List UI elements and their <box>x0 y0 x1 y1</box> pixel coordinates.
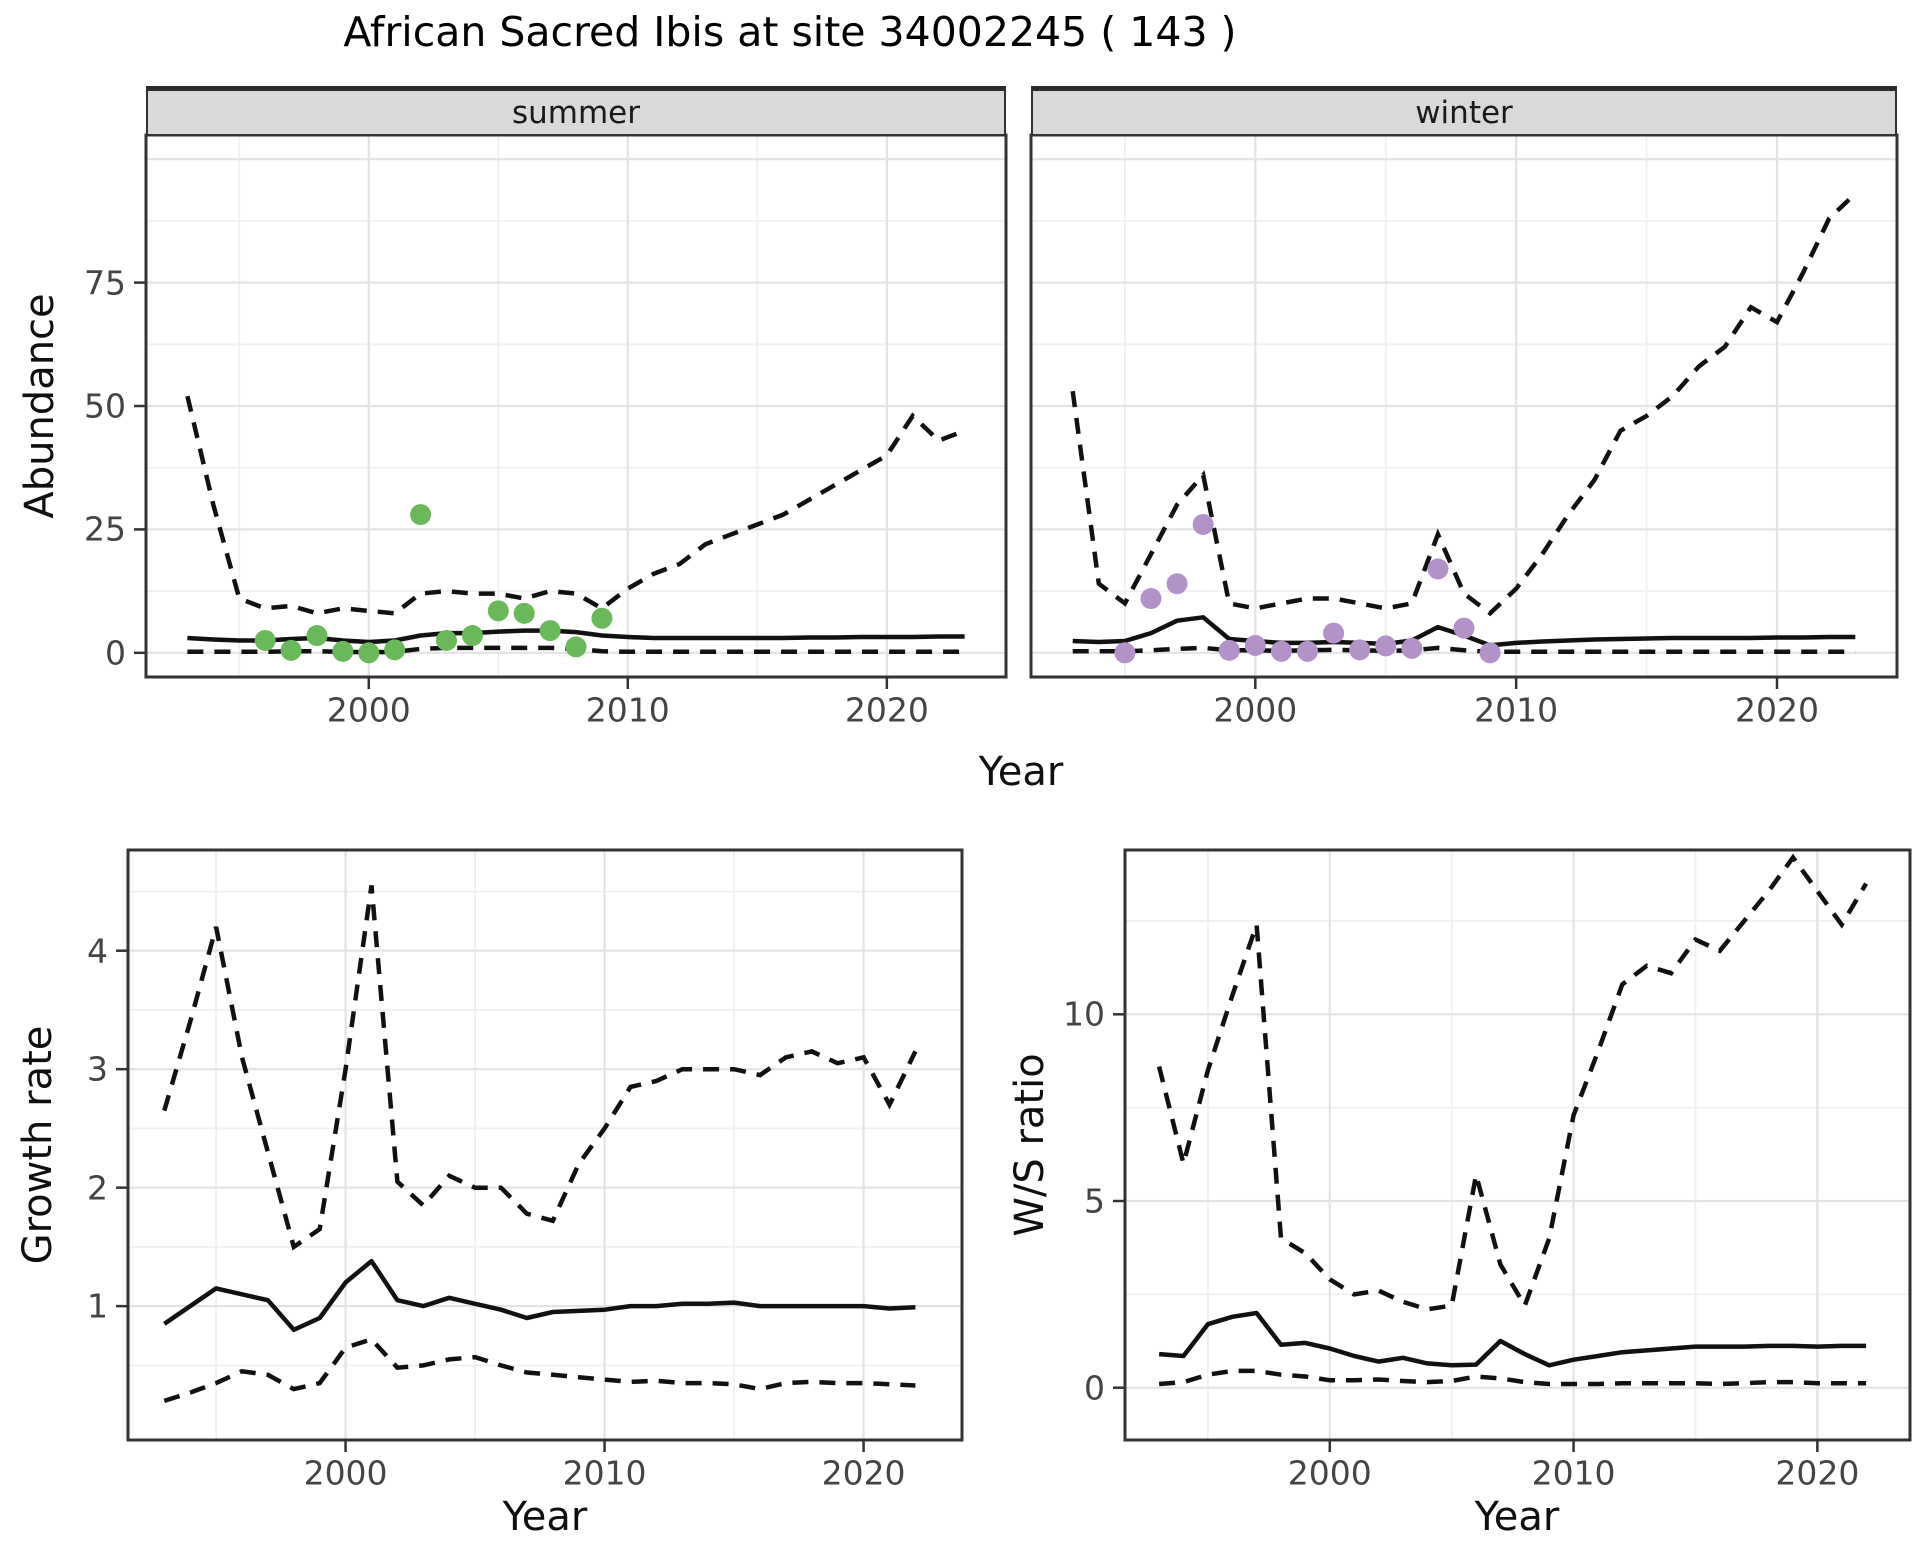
panel-summer-observation-point <box>306 625 328 647</box>
panel-winter-observation-point <box>1401 637 1423 659</box>
panel-winter-xtick-label: 2000 <box>1213 690 1298 730</box>
panel-winter-observation-point <box>1479 642 1501 664</box>
panel-summer-observation-point <box>254 629 276 651</box>
panel-summer-ytick-label: 0 <box>105 633 126 673</box>
chart-title: African Sacred Ibis at site 34002245 ( 1… <box>343 8 1237 56</box>
panel-growth-rate-xtick-label: 2010 <box>562 1453 647 1493</box>
panel-ws-ratio-xtick-label: 2000 <box>1287 1453 1372 1493</box>
panel-winter-observation-point <box>1296 640 1318 662</box>
panel-ws-ratio-upper-ci-line <box>1156 853 1869 1312</box>
panel-growth-rate-ytick-label: 1 <box>87 1286 108 1326</box>
panel-winter-lower-ci-line <box>1072 645 1856 655</box>
panel-growth-rate-xtick-label: 2020 <box>821 1453 906 1493</box>
panel-winter-upper-ci-line <box>1070 192 1857 617</box>
panel-growth-rate-xtick-label: 2000 <box>303 1453 388 1493</box>
panel-growth-rate-ytick-label: 2 <box>87 1168 108 1208</box>
panel-winter-observation-point <box>1166 573 1188 595</box>
abundance-yaxis-title: Abundance <box>17 293 63 519</box>
panel-summer-observation-point <box>513 602 535 624</box>
panel-summer-observation-point <box>591 607 613 629</box>
panel-ws-ratio-ytick-label: 0 <box>1084 1368 1105 1408</box>
panel-ws-ratio-median-line <box>1158 1310 1867 1368</box>
panel-summer-observation-point <box>384 639 406 661</box>
panel-winter-observation-point <box>1140 588 1162 610</box>
panel-summer-observation-point <box>435 629 457 651</box>
panel-summer-observation-point <box>332 640 354 662</box>
panel-summer-ytick-label: 75 <box>84 263 126 303</box>
panel-summer-ytick-label: 25 <box>84 509 126 549</box>
panel-winter-observation-point <box>1427 558 1449 580</box>
panel-ws-ratio-ytick-label: 5 <box>1084 1181 1105 1221</box>
panel-winter-observation-point <box>1192 513 1214 535</box>
panel-growth-rate-lower-ci-line <box>163 1336 916 1404</box>
panel-winter-observation-point <box>1453 617 1475 639</box>
facet-strip-winter: winter <box>1031 86 1897 136</box>
panel-summer-observation-point <box>565 636 587 658</box>
panel-summer-observation-point <box>280 639 302 661</box>
panel-summer-observation-point <box>539 620 561 642</box>
panel-ws-ratio-xtick-label: 2020 <box>1775 1453 1860 1493</box>
abundance-xaxis-title: Year <box>978 749 1064 795</box>
panel-winter-observation-point <box>1349 639 1371 661</box>
panel-summer-xtick-label: 2020 <box>844 690 929 730</box>
panel-summer-observation-point <box>487 600 509 622</box>
panel-summer-observation-point <box>358 642 380 664</box>
panel-winter-xtick-label: 2010 <box>1474 690 1559 730</box>
panel-summer-ytick-label: 50 <box>84 386 126 426</box>
facet-strip-summer-label: summer <box>511 94 640 131</box>
panel-summer-xtick-label: 2000 <box>326 690 411 730</box>
panel-winter-observation-point <box>1244 634 1266 656</box>
panel-summer-observation-point <box>461 625 483 647</box>
panel-ws-ratio <box>1125 850 1910 1440</box>
growth-rate-yaxis-title: Growth rate <box>15 1025 61 1265</box>
panel-winter-observation-point <box>1375 635 1397 657</box>
panel-ws-ratio-ytick-label: 10 <box>1063 994 1105 1034</box>
panel-growth-rate-upper-ci-line <box>162 885 918 1251</box>
panel-winter-observation-point <box>1218 639 1240 661</box>
panel-winter-observation-point <box>1114 642 1136 664</box>
panel-winter-xtick-label: 2020 <box>1735 690 1819 730</box>
facet-strip-winter-label: winter <box>1415 94 1513 131</box>
panel-growth-rate-ytick-label: 4 <box>87 931 108 971</box>
ws-ratio-xaxis-title: Year <box>1474 1494 1560 1540</box>
growth-rate-xaxis-title: Year <box>502 1494 588 1540</box>
panel-summer-xtick-label: 2010 <box>585 690 670 730</box>
panel-winter-observation-point <box>1270 640 1292 662</box>
panel-winter-observation-point <box>1323 622 1345 644</box>
facet-strip-summer: summer <box>146 86 1006 136</box>
panel-growth-rate <box>128 850 962 1440</box>
panel-ws-ratio-lower-ci-line <box>1158 1368 1867 1387</box>
panel-growth-rate-ytick-label: 3 <box>87 1049 108 1089</box>
panel-ws-ratio-xtick-label: 2010 <box>1531 1453 1616 1493</box>
panel-growth-rate-median-line <box>163 1258 916 1333</box>
panel-summer-observation-point <box>410 504 432 526</box>
ws-ratio-yaxis-title: W/S ratio <box>1007 1053 1053 1237</box>
